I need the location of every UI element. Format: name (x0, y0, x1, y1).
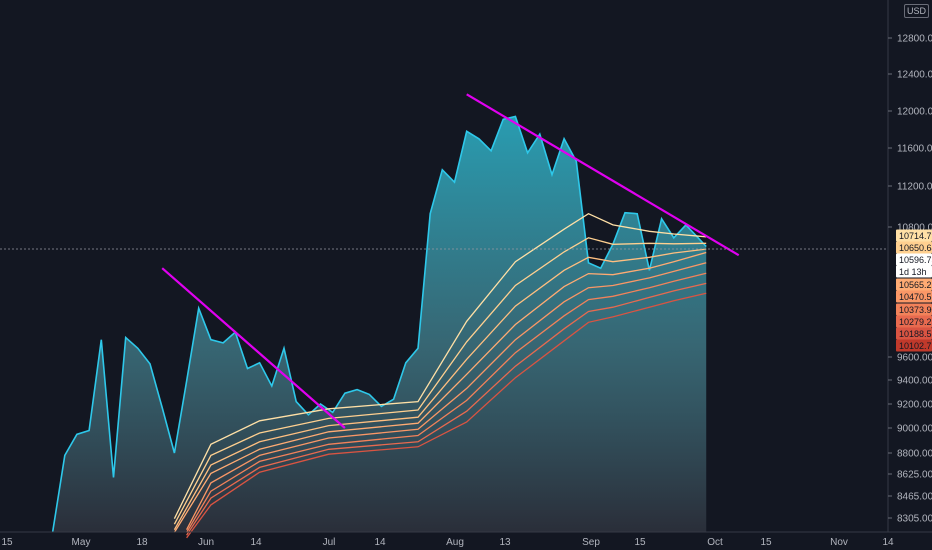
price-label: 10596.73 (899, 255, 932, 265)
price-label-bg (896, 327, 932, 340)
y-tick-label: 8305.00 (897, 514, 932, 525)
price-label-bg (896, 315, 932, 328)
y-tick-label: 12400.00 (897, 70, 932, 81)
x-tick-label: 18 (136, 537, 148, 548)
y-tick-label: 8800.00 (897, 449, 932, 460)
x-tick-label: 13 (499, 537, 511, 548)
price-label: 1d 13h (899, 267, 927, 277)
x-tick-label: 14 (374, 537, 386, 548)
x-tick-label: Jul (323, 537, 336, 548)
price-label-bg (896, 339, 932, 352)
x-tick-label: 14 (882, 537, 894, 548)
x-tick-label: Aug (446, 537, 464, 548)
ribbon-line-6 (186, 282, 707, 536)
y-tick-label: 9200.00 (897, 400, 932, 411)
price-label: 10470.59 (899, 292, 932, 302)
price-area (52, 116, 707, 533)
price-label: 10714.79 (899, 231, 932, 241)
price-label-bg (896, 303, 932, 316)
y-tick-label: 12800.00 (897, 34, 932, 45)
ribbon-line-3 (173, 251, 707, 533)
x-tick-label: Sep (582, 537, 600, 548)
ribbon-line-4 (186, 262, 707, 530)
y-tick-label: 9600.00 (897, 353, 932, 364)
currency-badge[interactable]: USD (904, 4, 930, 18)
x-tick-label: 15 (1, 537, 13, 548)
x-tick-label: Jun (198, 537, 214, 548)
ribbon-line-7 (186, 292, 707, 539)
price-label: 10102.72 (899, 341, 932, 351)
price-label: 10650.64 (899, 243, 932, 253)
price-label-bg (896, 241, 932, 254)
x-tick-label: 15 (634, 537, 646, 548)
price-label-bg (896, 290, 932, 303)
y-tick-label: 9400.00 (897, 376, 932, 387)
ribbon-line-0 (173, 212, 707, 519)
ribbon-line-5 (186, 272, 707, 533)
y-tick-label: 11200.00 (897, 182, 932, 193)
ribbon-line-1 (173, 237, 707, 525)
y-tick-label: 12000.00 (897, 107, 932, 118)
price-label: 10279.23 (899, 317, 932, 327)
x-tick-label: Oct (707, 537, 723, 548)
y-tick-label: 9000.00 (897, 424, 932, 435)
trendline-1 (466, 93, 740, 257)
trendline-0 (161, 267, 346, 429)
price-label: 10373.90 (899, 305, 932, 315)
ribbon-line-2 (173, 248, 707, 531)
price-label-bg (896, 265, 932, 278)
y-tick-label: 8625.00 (897, 470, 932, 481)
x-tick-label: Nov (830, 537, 848, 548)
x-tick-label: 15 (760, 537, 772, 548)
price-label-bg (896, 253, 932, 266)
x-tick-label: May (72, 537, 91, 548)
y-tick-label: 11600.00 (897, 144, 932, 155)
price-label-bg (896, 229, 932, 242)
x-tick-label: 14 (250, 537, 262, 548)
price-label-bg (896, 278, 932, 291)
price-line (51, 115, 707, 533)
y-tick-label: 10800.00 (897, 223, 932, 234)
y-tick-label: 8465.00 (897, 492, 932, 503)
price-label: 10188.58 (899, 329, 932, 339)
price-label: 10565.26 (899, 280, 932, 290)
